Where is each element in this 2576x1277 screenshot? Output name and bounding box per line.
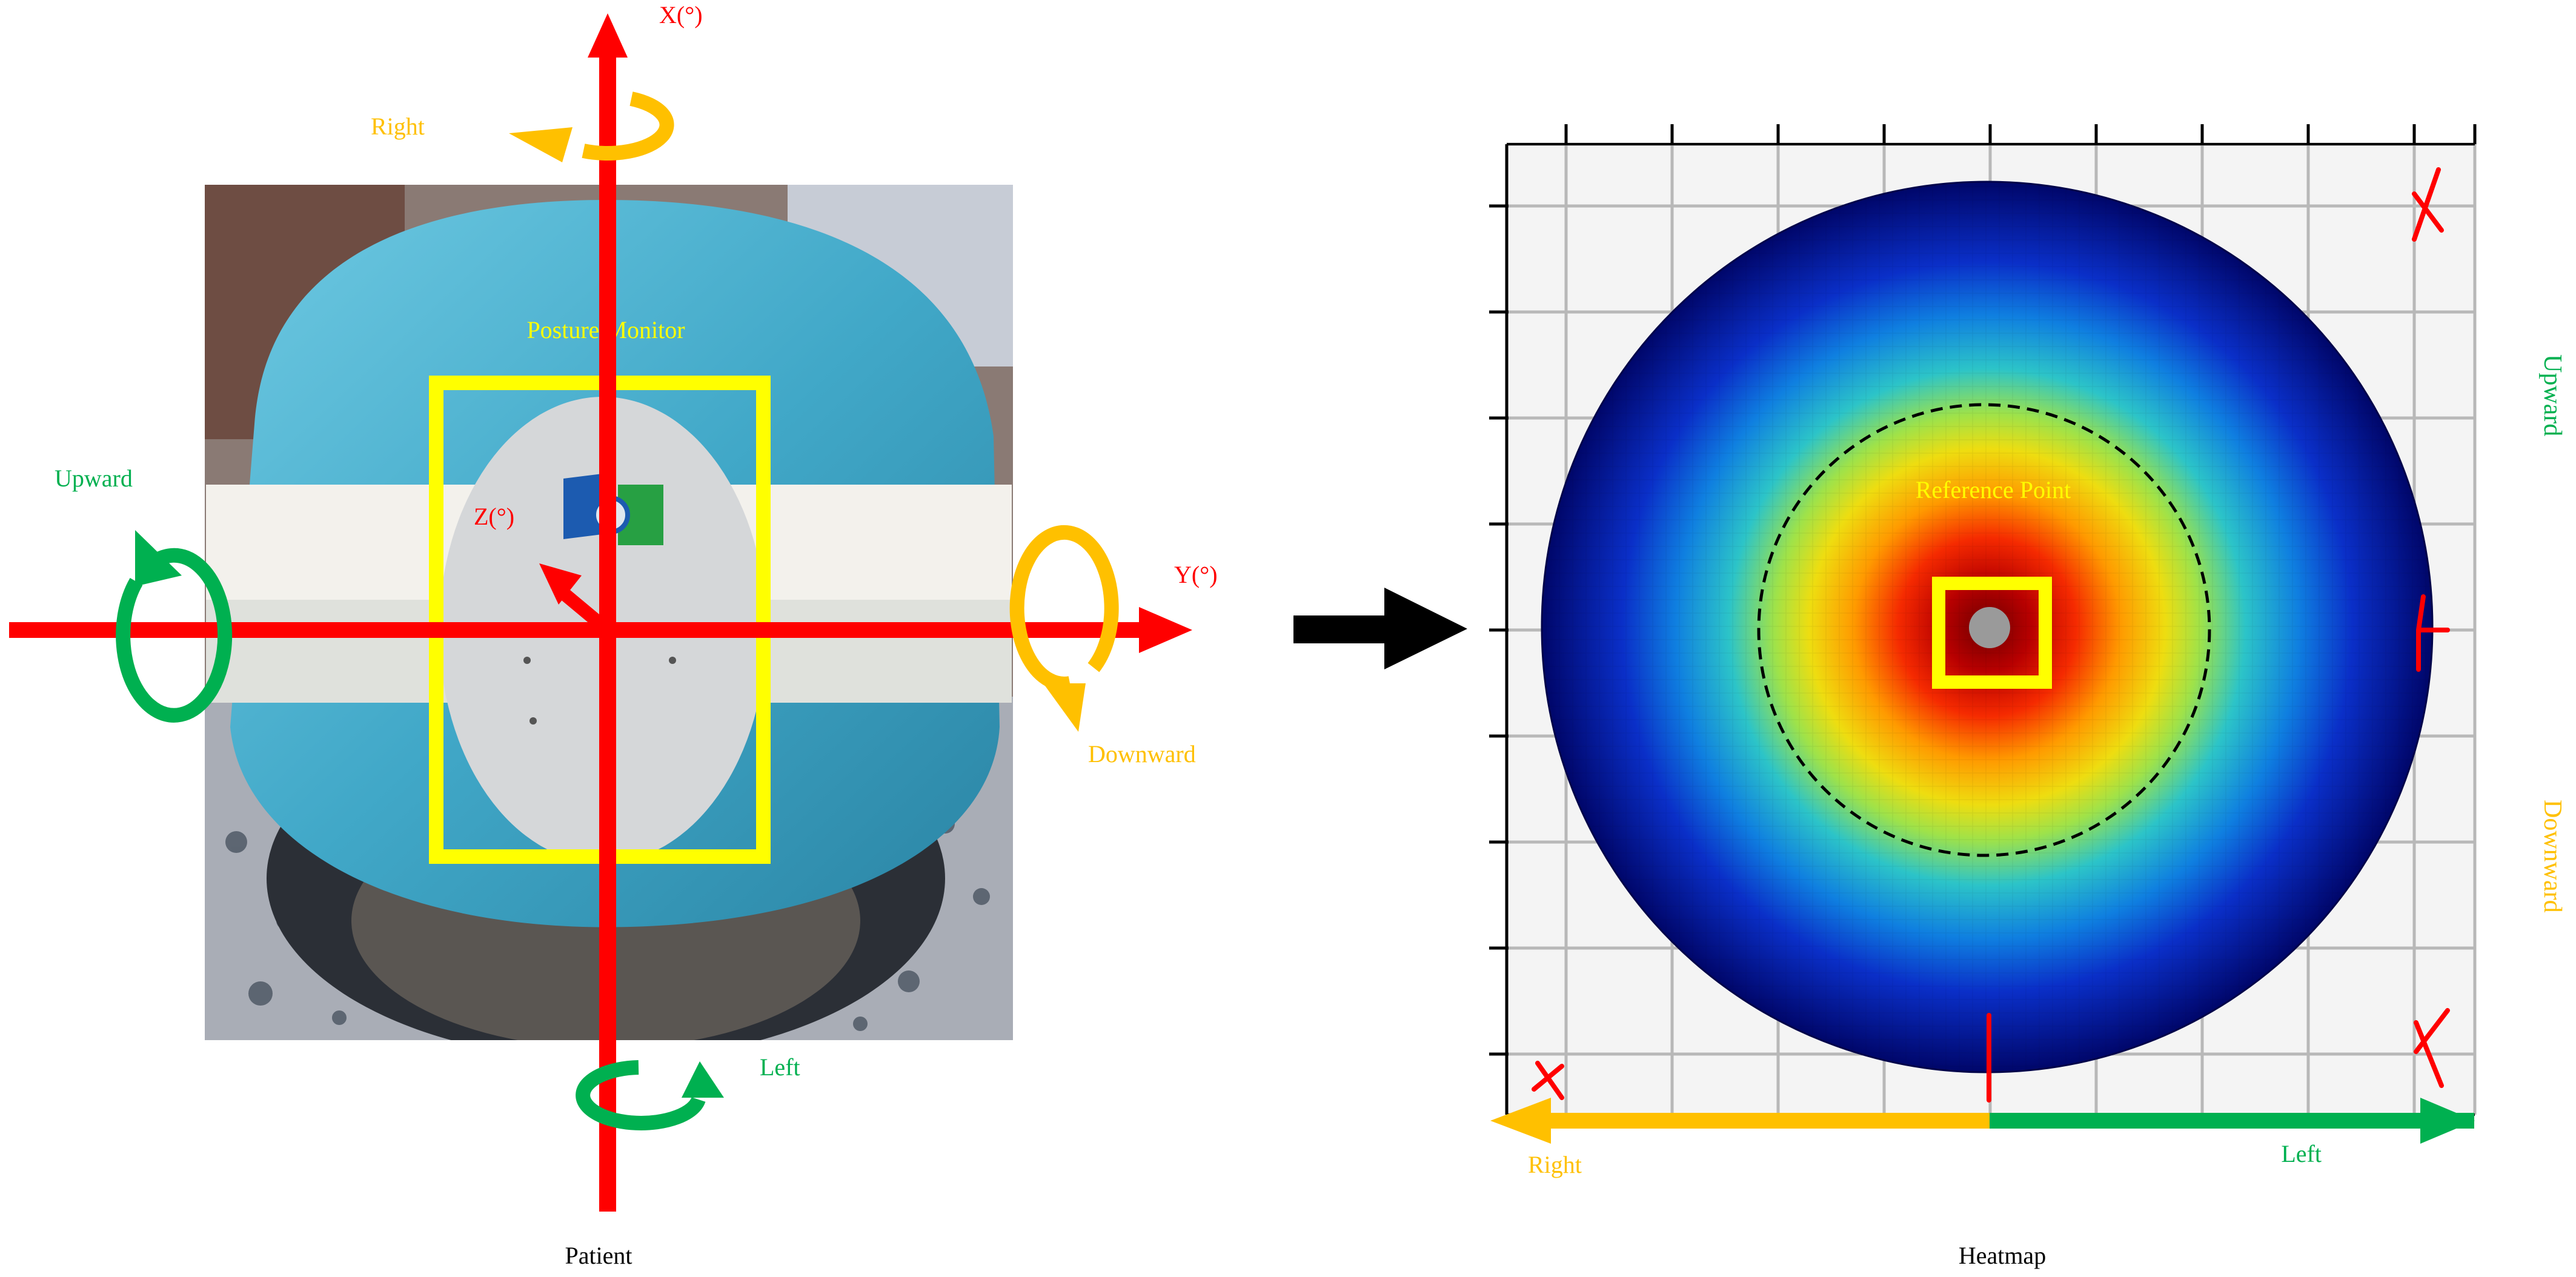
rotation-right-label: Right	[371, 113, 425, 140]
x-axis-arrowhead-icon	[588, 13, 628, 58]
z-axis	[539, 563, 612, 635]
threshold-ring	[1757, 403, 2211, 857]
reference-point-box	[1932, 577, 2052, 689]
heatmap-left-label: Left	[2281, 1140, 2322, 1167]
reference-point-marker	[1969, 607, 2010, 648]
rotation-left-icon	[576, 1060, 724, 1130]
posture-markers	[1532, 167, 2450, 1103]
transition-arrow-icon	[1293, 588, 1467, 669]
y-axis-arrowhead-icon	[1139, 607, 1192, 653]
heatmap-downward-label: Downward	[2538, 800, 2566, 913]
rotation-downward-label: Downward	[1088, 740, 1196, 768]
heatmap-right-label: Right	[1528, 1151, 1582, 1178]
rotation-upward-icon	[116, 530, 233, 723]
rotation-right-icon	[509, 91, 674, 162]
rotation-left-label: Left	[760, 1053, 800, 1081]
z-axis-arrowhead-icon	[539, 563, 582, 605]
y-axis	[9, 607, 1192, 653]
rotation-upward-label: Upward	[55, 465, 133, 492]
patient-caption: Patient	[565, 1242, 632, 1269]
x-axis-label: X(°)	[659, 1, 703, 28]
heatmap-upward-label: Upward	[2538, 354, 2566, 436]
rotation-downward-icon	[1009, 525, 1119, 732]
right-left-double-arrow-icon	[1490, 1098, 2475, 1144]
y-axis-label: Y(°)	[1174, 561, 1218, 588]
reference-point-label: Reference Point	[1916, 476, 2071, 503]
z-axis-label: Z(°)	[474, 503, 514, 530]
heatmap-caption: Heatmap	[1959, 1242, 2046, 1269]
